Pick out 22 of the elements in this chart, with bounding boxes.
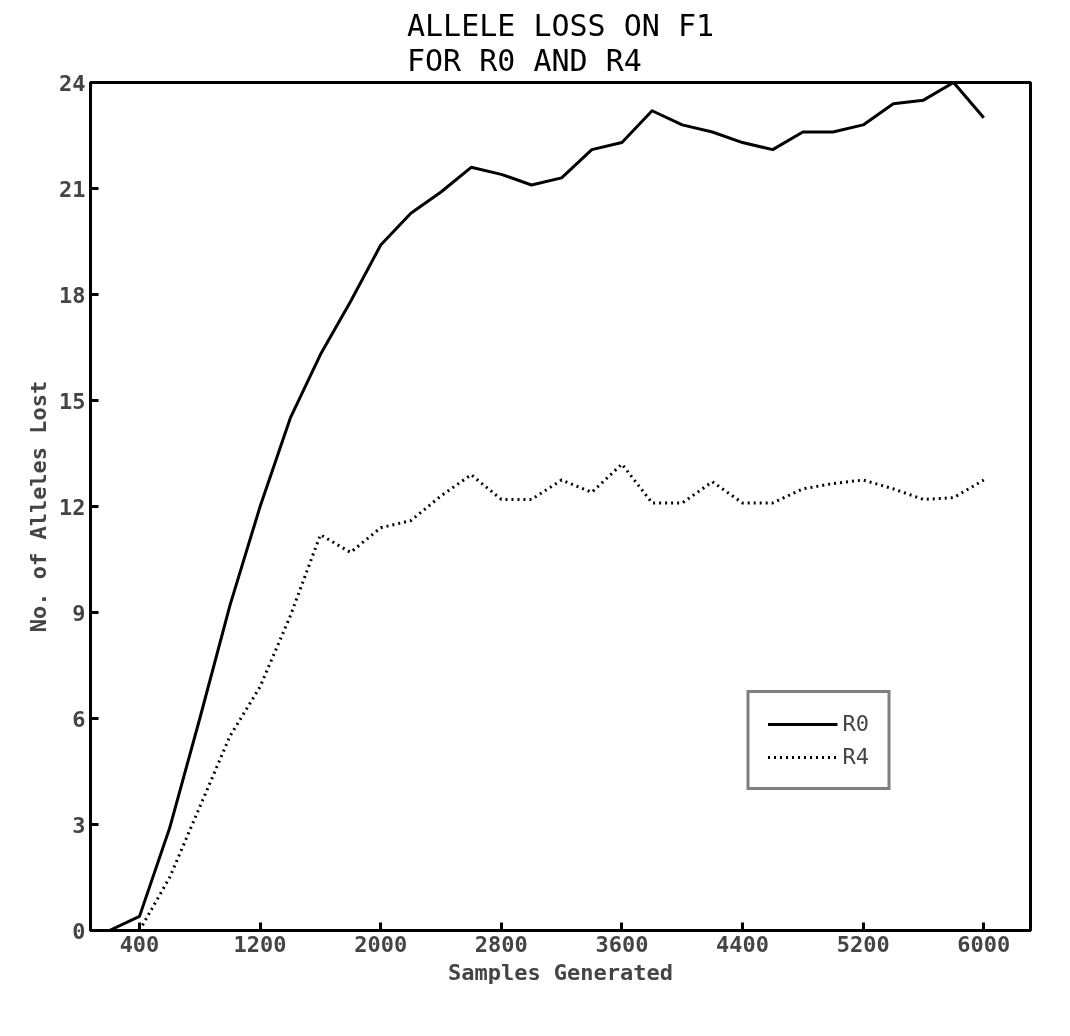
- y-tick-label: 6: [72, 706, 86, 732]
- legend-label: R0: [842, 711, 869, 736]
- x-tick-label: 3600: [595, 931, 649, 957]
- y-tick-label: 12: [59, 494, 86, 520]
- legend-label: R4: [842, 744, 869, 769]
- x-axis-title: Samples Generated: [447, 959, 674, 985]
- y-tick-label: 24: [59, 70, 86, 96]
- x-tick-label: 4400: [716, 931, 770, 957]
- y-tick-label: 15: [59, 388, 86, 414]
- chart-title: ALLELE LOSS ON F1 FOR R0 AND R4: [406, 7, 715, 78]
- y-tick-label: 3: [72, 812, 86, 838]
- y-tick-label: 21: [59, 176, 86, 202]
- y-tick-label: 18: [59, 282, 86, 308]
- y-tick-label: 0: [72, 918, 86, 944]
- x-tick-label: 400: [119, 931, 160, 957]
- x-tick-label: 6000: [957, 931, 1011, 957]
- x-tick-label: 1200: [233, 931, 287, 957]
- y-tick-label: 9: [72, 600, 86, 626]
- x-tick-label: 2000: [354, 931, 408, 957]
- x-tick-label: 2800: [474, 931, 528, 957]
- x-tick-label: 5200: [836, 931, 890, 957]
- y-axis-title: No. of Alleles Lost: [26, 380, 52, 633]
